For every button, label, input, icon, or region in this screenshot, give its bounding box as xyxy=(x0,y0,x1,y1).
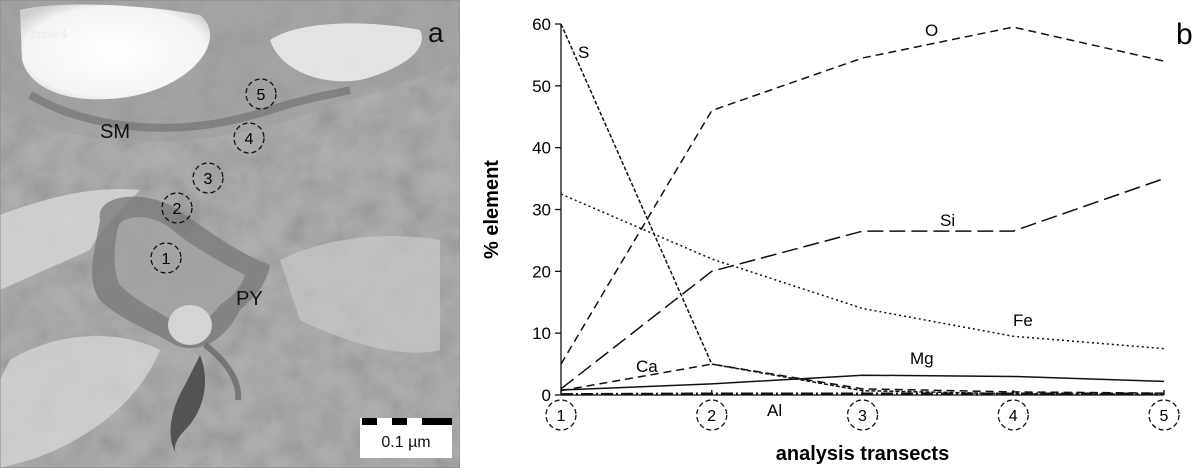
panel-label-b: b xyxy=(1176,18,1193,51)
y-tick-label: 0 xyxy=(542,386,551,405)
panel-label-a: a xyxy=(428,17,444,48)
series-label-al: Al xyxy=(767,401,782,420)
line-chart-panel: b 0 10 20 30 40 50 60 1 2 3 4 5 O Si Fe S Ca Mg Al % ele… xyxy=(470,0,1200,468)
series-lines: O Si Fe S Ca Mg Al xyxy=(560,21,1165,420)
x-tick-label: 4 xyxy=(997,390,1029,431)
series-label-s: S xyxy=(578,43,589,62)
svg-text:4: 4 xyxy=(1009,408,1018,425)
line-chart: b 0 10 20 30 40 50 60 1 2 3 4 5 O Si Fe S Ca Mg Al % ele… xyxy=(481,15,1193,465)
svg-text:5: 5 xyxy=(257,87,266,104)
y-tick-label: 20 xyxy=(532,262,551,281)
svg-text:5: 5 xyxy=(1160,408,1169,425)
x-tick-label: 3 xyxy=(846,390,879,431)
y-tick-label: 30 xyxy=(532,201,551,220)
y-tick-label: 60 xyxy=(532,15,551,34)
svg-text:2: 2 xyxy=(707,408,716,425)
y-tick-label: 40 xyxy=(532,139,551,158)
svg-text:1: 1 xyxy=(557,408,566,425)
analysis-point-4: 4 xyxy=(233,122,265,154)
svg-text:3: 3 xyxy=(204,171,213,188)
scale-bar: 0.1 µm xyxy=(360,418,452,458)
series-line-s xyxy=(560,23,1165,396)
analysis-point-2: 2 xyxy=(161,192,193,224)
series-label-mg: Mg xyxy=(910,349,934,368)
x-tick-label: 2 xyxy=(696,390,728,431)
region-label-sm: SM xyxy=(100,121,130,143)
svg-text:1: 1 xyxy=(162,251,171,268)
svg-text:4: 4 xyxy=(245,131,254,148)
series-line-fe xyxy=(560,193,1165,350)
micrograph-image: Zone 4 a SM PY 1 2 3 4 5 xyxy=(0,0,461,469)
scale-bar-label: 0.1 µm xyxy=(381,434,430,451)
analysis-point-1: 1 xyxy=(150,242,182,274)
svg-text:2: 2 xyxy=(173,201,182,218)
analysis-point-5: 5 xyxy=(245,78,277,110)
y-tick-label: 10 xyxy=(532,324,551,343)
zone-label: Zone 4 xyxy=(30,27,68,41)
y-axis-label: % element xyxy=(481,160,503,259)
series-line-al xyxy=(560,392,1164,396)
series-line-mg xyxy=(560,374,1165,391)
y-tick-label: 50 xyxy=(532,77,551,96)
series-line-ca xyxy=(560,363,1165,394)
svg-text:3: 3 xyxy=(858,408,867,425)
micrograph-panel: Zone 4 a SM PY 1 2 3 4 5 xyxy=(0,0,461,469)
series-label-fe: Fe xyxy=(1013,311,1033,330)
series-line-si xyxy=(560,177,1165,390)
region-label-py: PY xyxy=(236,288,263,310)
series-line-o xyxy=(560,26,1165,365)
analysis-point-3: 3 xyxy=(192,162,224,194)
x-tick-label: 5 xyxy=(1148,390,1180,431)
y-ticks: 0 10 20 30 40 50 60 xyxy=(532,15,561,405)
x-ticks: 1 2 3 4 5 xyxy=(545,390,1180,431)
series-label-ca: Ca xyxy=(636,357,658,376)
series-label-si: Si xyxy=(940,211,955,230)
series-label-o: O xyxy=(925,21,938,40)
x-axis-label: analysis transects xyxy=(776,443,949,465)
